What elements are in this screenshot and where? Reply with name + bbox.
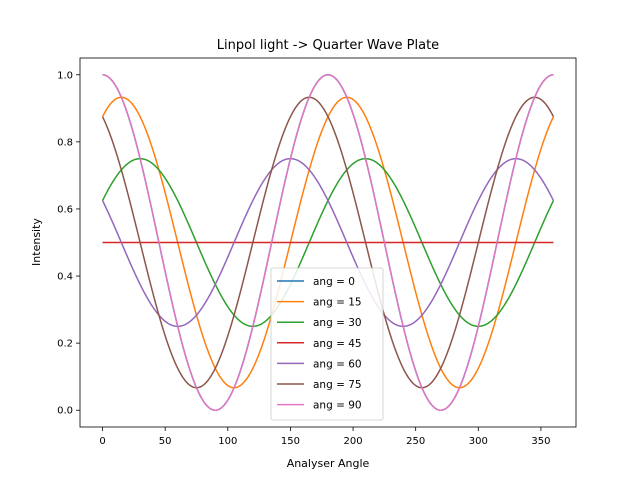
y-tick-label: 0.8 (57, 137, 73, 148)
x-tick-label: 0 (99, 436, 105, 447)
x-axis-ticks: 0 50 100 150 200 250 300 350 (99, 427, 550, 447)
y-tick-label: 1.0 (57, 70, 73, 81)
chart-title: Linpol light -> Quarter Wave Plate (217, 38, 439, 53)
legend-label-0: ang = 0 (313, 276, 355, 288)
y-tick-label: 0.6 (57, 204, 73, 215)
legend-label-6: ang = 90 (313, 400, 362, 412)
legend-box (270, 267, 384, 421)
y-tick-label: 0.4 (57, 272, 73, 283)
plot-frame (79, 57, 577, 428)
legend: ang = 0 ang = 15 ang = 30 ang = 45 ang = 60 a… (270, 267, 384, 421)
x-tick-label: 350 (531, 436, 550, 447)
plot-lines (101, 74, 555, 411)
y-tick-label: 0.0 (57, 406, 73, 417)
x-tick-label: 300 (469, 436, 488, 447)
y-tick-label: 0.2 (57, 339, 73, 350)
series-line-6 (102, 74, 554, 411)
legend-label-5: ang = 75 (313, 379, 362, 391)
legend-label-4: ang = 60 (313, 358, 362, 370)
x-tick-label: 100 (218, 436, 237, 447)
x-axis-label: Analyser Angle (287, 457, 370, 470)
x-tick-label: 50 (159, 436, 172, 447)
y-axis-label: Intensity (30, 218, 43, 266)
x-tick-label: 150 (281, 436, 300, 447)
y-axis-ticks: 0.0 0.2 0.4 0.6 0.8 1.0 (57, 70, 80, 417)
series-line-5 (101, 96, 555, 389)
x-tick-label: 200 (344, 436, 363, 447)
x-tick-label: 250 (406, 436, 425, 447)
legend-label-3: ang = 45 (313, 338, 362, 350)
legend-label-2: ang = 30 (313, 317, 362, 329)
legend-label-1: ang = 15 (313, 297, 362, 309)
